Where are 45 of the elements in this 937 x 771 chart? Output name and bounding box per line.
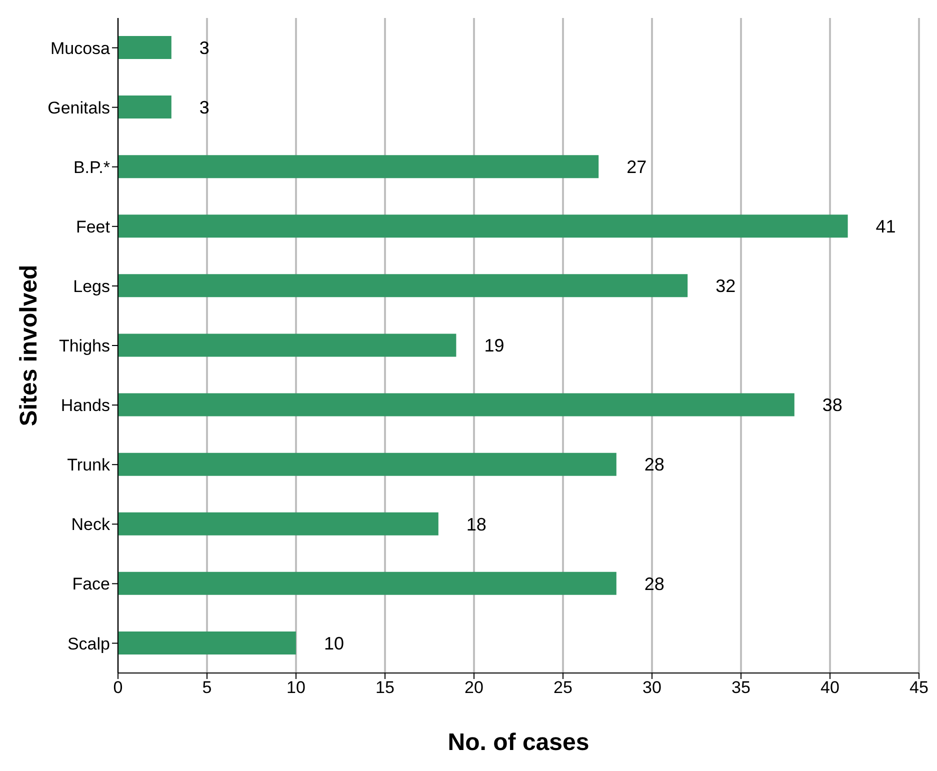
bar	[118, 393, 794, 416]
bar	[118, 214, 848, 238]
x-axis-title: No. of cases	[448, 729, 590, 756]
y-axis-title: Sites involved	[16, 264, 43, 426]
data-label: 10	[324, 633, 344, 654]
y-tick-label: Feet	[76, 217, 110, 236]
x-tick-label: 30	[642, 678, 662, 698]
data-label: 38	[822, 395, 842, 416]
bar	[118, 512, 438, 536]
bar	[118, 631, 296, 654]
y-tick-label: Thighs	[58, 336, 110, 356]
bar	[118, 155, 599, 178]
data-label: 32	[716, 276, 736, 296]
y-tick-label: Face	[72, 574, 110, 594]
data-label: 3	[199, 97, 210, 118]
bar	[118, 452, 616, 476]
y-tick-label: Neck	[71, 515, 110, 534]
y-tick-label: Genitals	[48, 98, 110, 118]
x-tick-label: 45	[910, 678, 928, 698]
x-tick-label: 15	[376, 678, 394, 698]
bar	[118, 96, 172, 119]
bar	[118, 334, 456, 357]
y-tick-label: B.P.*	[73, 158, 110, 177]
data-label: 19	[484, 336, 504, 356]
x-tick-label: 25	[554, 678, 572, 698]
data-label: 27	[626, 156, 647, 177]
bar	[118, 572, 616, 595]
data-label: 18	[466, 514, 486, 534]
data-label: 41	[876, 216, 896, 237]
x-tick-label: 35	[732, 678, 750, 698]
x-tick-label: 0	[113, 678, 123, 698]
data-label: 3	[199, 38, 210, 58]
x-tick-label: 10	[286, 678, 306, 698]
y-tick-label: Scalp	[67, 634, 110, 654]
x-tick-label: 5	[202, 678, 212, 698]
y-tick-label: Trunk	[67, 456, 110, 475]
x-tick-label: 20	[464, 678, 484, 698]
data-label: 28	[644, 574, 664, 594]
data-label: 28	[644, 454, 664, 475]
bar	[118, 36, 172, 59]
x-tick-label: 40	[820, 678, 840, 698]
y-tick-label: Hands	[60, 396, 110, 416]
y-tick-label: Legs	[73, 276, 110, 296]
y-tick-label: Mucosa	[50, 38, 111, 58]
bar	[118, 274, 688, 298]
